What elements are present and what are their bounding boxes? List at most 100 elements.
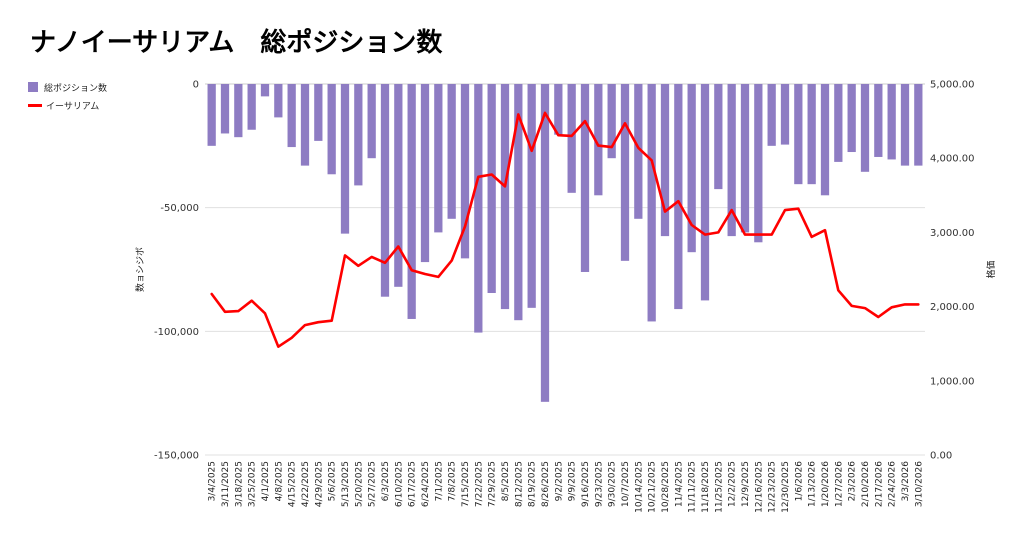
right-tick-label: 1,000.00 — [930, 376, 975, 387]
bar — [487, 84, 496, 293]
bar — [220, 84, 230, 134]
x-tick-label: 8/12/2025 — [514, 461, 524, 507]
x-tick-label: 12/23/2025 — [768, 461, 778, 513]
x-tick-label: 1/6/2026 — [794, 461, 804, 502]
legend-label-ethereum: イーサリアム — [46, 101, 100, 112]
x-tick-label: 3/18/2025 — [234, 461, 244, 507]
x-tick-label: 8/5/2025 — [501, 461, 511, 501]
x-tick-label: 3/3/2026 — [901, 461, 911, 502]
x-tick-label: 9/2/2025 — [554, 461, 564, 501]
x-tick-label: 9/30/2025 — [608, 461, 618, 507]
x-tick-label: 10/21/2025 — [648, 461, 658, 513]
bar — [754, 84, 763, 243]
bar — [807, 84, 816, 185]
x-tick-label: 11/4/2025 — [674, 461, 684, 507]
x-tick-label: 10/28/2025 — [661, 461, 671, 513]
bar — [527, 84, 536, 308]
bar — [354, 84, 363, 186]
bar — [367, 84, 376, 159]
x-tick-label: 11/11/2025 — [688, 461, 698, 513]
bar — [380, 84, 390, 297]
x-tick-label: 2/17/2026 — [874, 461, 884, 507]
x-tick-label: 12/9/2025 — [741, 461, 751, 507]
bar — [580, 84, 590, 272]
x-tick-label: 6/17/2025 — [408, 461, 418, 507]
bar — [500, 84, 510, 310]
left-tick-label: 0 — [193, 80, 199, 91]
bar — [314, 84, 323, 141]
x-tick-label: 4/15/2025 — [288, 461, 298, 507]
bar — [780, 84, 790, 145]
legend-item-ethereum: イーサリアム — [28, 96, 107, 114]
legend-item-positions: 総ポジション数 — [28, 78, 107, 96]
bar — [820, 84, 830, 196]
legend: 総ポジション数 イーサリアム — [28, 78, 107, 114]
left-tick-label: -150,000 — [154, 451, 199, 462]
bar — [234, 84, 243, 138]
bar — [514, 84, 523, 321]
x-tick-label: 2/24/2026 — [888, 461, 898, 507]
bar — [274, 84, 283, 118]
bar — [740, 84, 750, 233]
bar — [447, 84, 456, 219]
bar — [340, 84, 350, 234]
bar — [914, 84, 923, 166]
bar — [714, 84, 723, 190]
bar — [207, 84, 216, 146]
x-tick-label: 2/3/2026 — [848, 461, 858, 502]
bar — [647, 84, 656, 322]
bar — [687, 84, 696, 253]
x-tick-label: 11/25/2025 — [714, 461, 724, 513]
x-tick-label: 6/3/2025 — [381, 461, 391, 501]
x-tick-label: 12/2/2025 — [728, 461, 738, 507]
bar — [887, 84, 896, 160]
x-tick-label: 9/9/2025 — [568, 461, 578, 501]
x-tick-label: 5/27/2025 — [368, 461, 378, 507]
bar — [300, 84, 310, 166]
x-tick-label: 12/16/2025 — [754, 461, 764, 513]
bar — [260, 84, 270, 97]
x-tick-label: 7/8/2025 — [448, 461, 458, 501]
x-tick-label: 6/10/2025 — [394, 461, 404, 507]
x-tick-label: 3/25/2025 — [248, 461, 258, 507]
bar — [420, 84, 430, 263]
left-axis-title: 数ョシジボ — [134, 247, 146, 292]
bar — [540, 84, 550, 402]
right-axis-title: 格価 — [985, 260, 997, 278]
bar — [474, 84, 483, 333]
x-tick-label: 11/18/2025 — [701, 461, 711, 513]
x-tick-label: 6/24/2025 — [421, 461, 431, 507]
bar — [727, 84, 736, 237]
chart-title: ナノイーサリアム 総ポジション数 — [30, 28, 443, 58]
bar — [554, 84, 563, 135]
x-tick-label: 7/15/2025 — [461, 461, 471, 507]
bar — [674, 84, 683, 310]
x-tick-label: 4/29/2025 — [314, 461, 324, 507]
x-tick-label: 10/7/2025 — [621, 461, 631, 507]
bar — [247, 84, 256, 130]
bar — [634, 84, 643, 219]
x-tick-label: 4/22/2025 — [301, 461, 311, 507]
right-tick-label: 2,000.00 — [930, 302, 975, 313]
bar — [327, 84, 336, 175]
legend-label-positions: 総ポジション数 — [44, 83, 108, 94]
x-tick-label: 1/20/2026 — [821, 461, 831, 507]
x-tick-label: 10/14/2025 — [634, 461, 644, 513]
legend-swatch-ethereum — [28, 103, 42, 107]
x-tick-label: 9/23/2025 — [594, 461, 604, 507]
x-tick-label: 5/20/2025 — [354, 461, 364, 507]
x-tick-label: 5/13/2025 — [341, 461, 351, 507]
x-tick-label: 5/6/2025 — [328, 461, 338, 501]
bar — [900, 84, 910, 166]
x-tick-label: 7/22/2025 — [474, 461, 484, 507]
bar — [660, 84, 670, 237]
bar — [607, 84, 616, 159]
bar — [394, 84, 403, 287]
bar — [874, 84, 883, 157]
x-tick-label: 9/16/2025 — [581, 461, 591, 507]
right-tick-label: 3,000.00 — [930, 228, 975, 239]
x-tick-label: 2/10/2026 — [861, 461, 871, 507]
x-tick-label: 3/4/2025 — [208, 461, 218, 501]
bar — [834, 84, 843, 162]
